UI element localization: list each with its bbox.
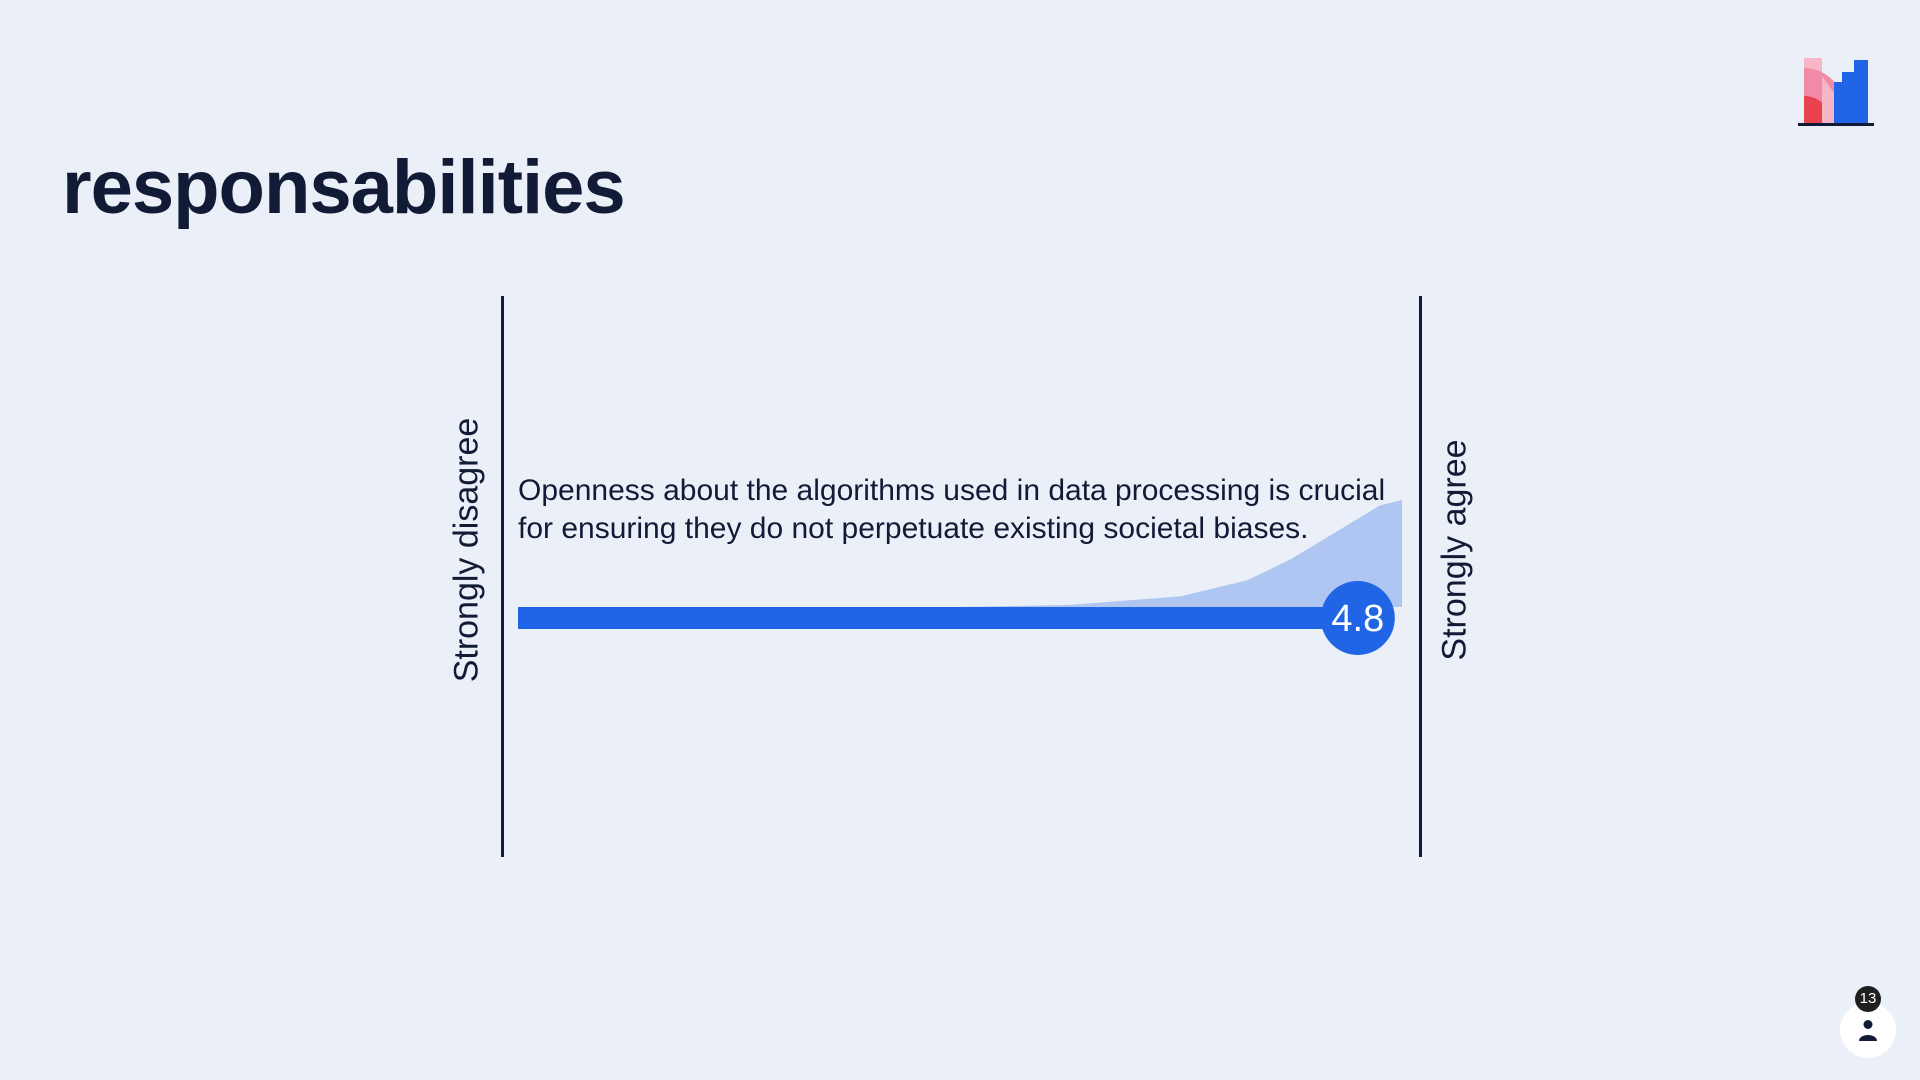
person-icon <box>1859 1020 1877 1041</box>
brand-logo-icon <box>1798 58 1874 126</box>
statement-text: Openness about the algorithms used in da… <box>518 474 1386 545</box>
scale-left-boundary <box>501 296 504 857</box>
average-value-label: 4.8 <box>1331 598 1384 640</box>
scale-max-label: Strongly agree <box>1435 439 1474 661</box>
slide-title: responsabilities <box>62 145 626 230</box>
average-marker <box>1320 581 1395 655</box>
scale-min-label: Strongly disagree <box>447 417 486 683</box>
average-bar <box>518 607 1358 629</box>
participant-count-badge: 13 <box>1855 986 1881 1012</box>
participants-button[interactable] <box>1840 1002 1896 1058</box>
scale-right-boundary <box>1419 296 1422 857</box>
